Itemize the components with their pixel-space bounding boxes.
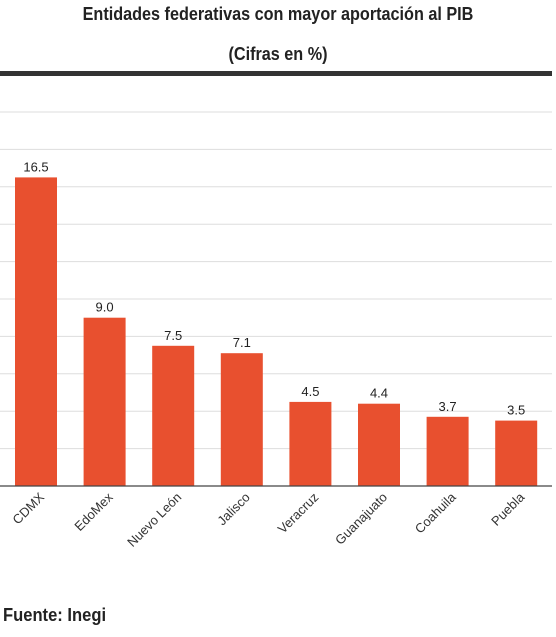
bar-edomex: [83, 317, 126, 486]
x-tick-label: Nuevo León: [124, 490, 184, 550]
bar-cdmx: [15, 177, 57, 486]
bar-guanajuato: [358, 403, 400, 486]
value-label: 16.5: [23, 159, 48, 174]
bar-nuevo-león: [152, 345, 195, 487]
value-label: 3.5: [507, 403, 525, 418]
x-tick-label: Veracruz: [275, 490, 322, 537]
chart-title: Entidades federativas con mayor aportaci…: [82, 4, 474, 24]
value-label: 7.1: [233, 335, 251, 350]
x-tick-labels: CDMX EdoMex Nuevo León Jalisco Veracruz Guana…: [9, 489, 527, 550]
value-label: 3.7: [439, 399, 457, 414]
x-tick-label: Guanajuato: [332, 490, 390, 548]
value-label: 9.0: [96, 300, 114, 315]
source-note: Fuente: Inegi: [3, 605, 107, 625]
bar-jalisco: [220, 353, 263, 486]
bar-veracruz: [289, 401, 332, 486]
value-label: 4.4: [370, 386, 388, 401]
x-tick-label: Coahuila: [412, 489, 459, 536]
value-labels: 16.5 9.0 7.5 7.1 4.5 4.4 3.7 3.5: [23, 159, 525, 417]
bars: [15, 177, 538, 487]
x-tick-label: Jalisco: [214, 490, 253, 529]
title-rule: [0, 71, 552, 76]
value-label: 7.5: [164, 328, 182, 343]
bar-puebla: [495, 420, 538, 486]
bar-chart: 16.5 9.0 7.5 7.1 4.5 4.4 3.7 3.5 CDMX EdoMex Nuev…: [0, 111, 552, 550]
chart-subtitle: (Cifras en %): [228, 44, 328, 64]
x-tick-label: Puebla: [488, 489, 528, 529]
x-tick-label: EdoMex: [71, 489, 116, 534]
value-label: 4.5: [301, 384, 319, 399]
bar-coahuila: [426, 416, 469, 486]
gridlines: [0, 111, 552, 450]
x-tick-label: CDMX: [9, 489, 47, 527]
